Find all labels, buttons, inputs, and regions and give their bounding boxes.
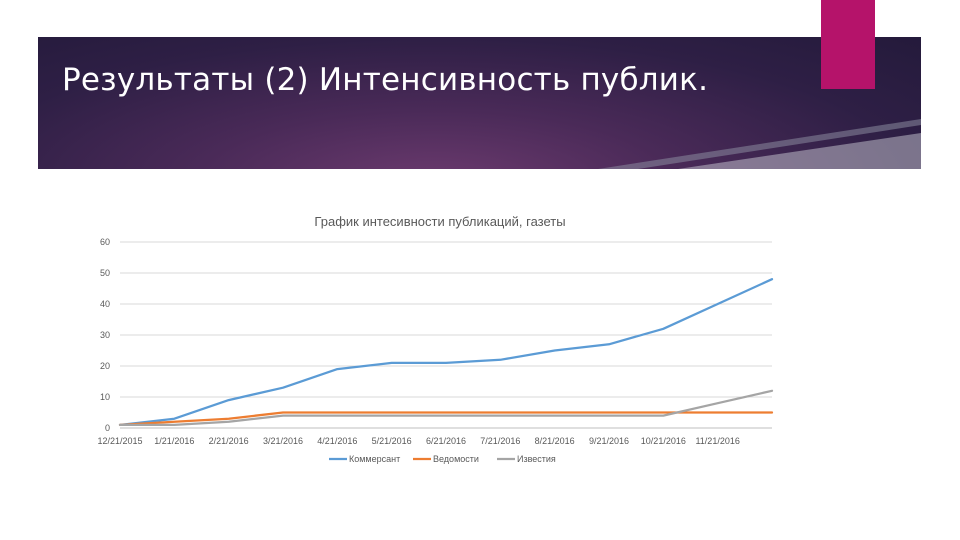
accent-tab — [821, 0, 875, 89]
x-tick-label: 7/21/2016 — [480, 436, 520, 446]
y-axis-ticks: 0 10 20 30 40 50 60 — [100, 237, 110, 433]
series-line-1 — [118, 278, 774, 427]
y-tick-label: 40 — [100, 299, 110, 309]
x-axis-ticks: 12/21/2015 1/21/2016 2/21/2016 3/21/2016 4/2… — [97, 436, 739, 446]
y-tick-label: 10 — [100, 392, 110, 402]
chart-legend: Коммерсант Ведомости Известия — [329, 454, 556, 464]
legend-label: Известия — [517, 454, 556, 464]
x-tick-label: 9/21/2016 — [589, 436, 629, 446]
y-tick-label: 60 — [100, 237, 110, 247]
y-tick-label: 0 — [105, 423, 110, 433]
x-tick-label: 11/21/2016 — [695, 436, 739, 446]
x-tick-label: 1/21/2016 — [154, 436, 194, 446]
banner-decoration — [598, 119, 921, 169]
chart-title: График интесивности публикаций, газеты — [314, 214, 565, 229]
x-tick-label: 4/21/2016 — [317, 436, 357, 446]
series-line-3 — [118, 389, 774, 427]
x-tick-label: 2/21/2016 — [209, 436, 249, 446]
y-tick-label: 30 — [100, 330, 110, 340]
x-tick-label: 10/21/2016 — [641, 436, 686, 446]
legend-label: Коммерсант — [349, 454, 400, 464]
x-tick-label: 5/21/2016 — [372, 436, 412, 446]
x-tick-label: 8/21/2016 — [535, 436, 575, 446]
chart-series — [118, 278, 774, 427]
legend-label: Ведомости — [433, 454, 479, 464]
title-banner — [38, 37, 921, 169]
y-tick-label: 50 — [100, 268, 110, 278]
x-tick-label: 6/21/2016 — [426, 436, 466, 446]
chart-container: График интесивности публикаций, газеты 0… — [0, 180, 960, 480]
y-tick-label: 20 — [100, 361, 110, 371]
chart-gridlines — [120, 241, 772, 429]
line-chart: График интесивности публикаций, газеты 0… — [97, 214, 774, 464]
slide-title: Результаты (2) Интенсивность публик. — [62, 62, 709, 98]
series-line-2 — [118, 411, 774, 427]
x-tick-label: 3/21/2016 — [263, 436, 303, 446]
x-tick-label: 12/21/2015 — [97, 436, 142, 446]
